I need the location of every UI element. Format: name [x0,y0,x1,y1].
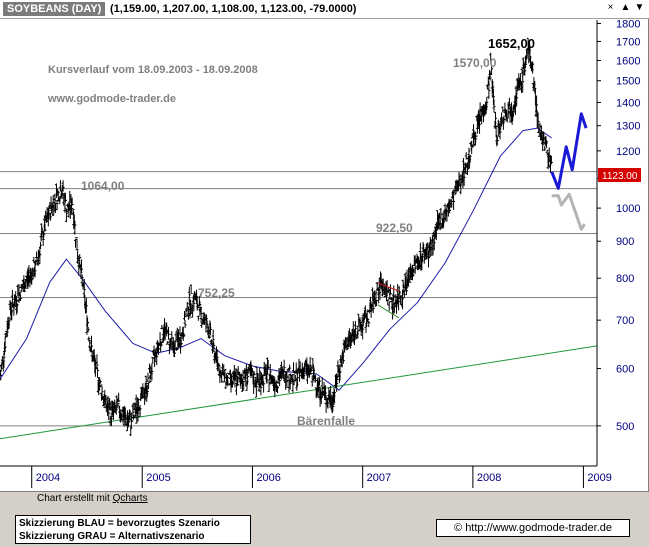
y-tick-label-1000: 1000 [616,203,640,215]
x-tick-label-2007: 2007 [367,472,391,484]
x-tick-label-2005: 2005 [146,472,170,484]
legend-gray: Skizzierung GRAU = Alternativszenario [19,531,205,542]
qcharts-link[interactable]: Qcharts [112,493,148,504]
y-tick-label-1700: 1700 [616,36,640,48]
last-price-label: 1123.00 [602,171,638,182]
ohlc-readout: (1,159.00, 1,207.00, 1,108.00, 1,123.00,… [110,3,357,15]
y-tick-label-800: 800 [616,273,634,285]
price-bars-layer [0,37,553,437]
y-tick-label-700: 700 [616,315,634,327]
y-tick-label-600: 600 [616,364,634,376]
chart-title-bar: SOYBEANS (DAY) (1,159.00, 1,207.00, 1,10… [0,0,649,19]
x-tick-label-2004: 2004 [36,472,60,484]
level-lines [0,171,597,427]
legend-blue: Skizzierung BLAU = bevorzugtes Szenario [19,518,220,529]
x-axis: 2004 2005 2006 2007 2008 2009 [31,466,612,488]
copyright-link[interactable]: © http://www.godmode-trader.de [436,519,630,537]
close-icon[interactable]: × [607,2,614,13]
period-annotation: Kursverlauf vom 18.09.2003 - 18.09.2008 [48,64,258,76]
level-922-label: 922,50 [376,221,413,235]
level-1064-label: 1064,00 [81,179,125,193]
chart-credit: Chart erstellt mit Qcharts [37,493,148,504]
blue-scenario-path [550,112,588,190]
plot-area [0,20,597,466]
x-tick-label-2006: 2006 [256,472,280,484]
symbol-label: SOYBEANS (DAY) [3,2,106,16]
level-752-label: 752,25 [198,286,235,300]
level-1570-label: 1570,00 [453,56,497,70]
price-chart: Kursverlauf vom 18.09.2003 - 18.09.2008 … [0,20,641,488]
y-tick-label-1300: 1300 [616,121,640,133]
y-tick-label-900: 900 [616,236,634,248]
y-tick-label-1200: 1200 [616,146,640,158]
y-tick-label-500: 500 [616,421,634,433]
scenario-layer [377,112,588,319]
x-tick-label-2009: 2009 [587,472,611,484]
x-tick-label-2008: 2008 [477,472,501,484]
y-tick-label-1600: 1600 [616,55,640,67]
bear-trap-label: Bärenfalle [297,414,355,428]
last-price-box [598,168,641,182]
scenario-legend: Skizzierung BLAU = bevorzugtes Szenario … [15,515,251,544]
y-axis: 5006007008009001000110012001300140015001… [597,20,640,433]
support-trendline [0,345,598,440]
y-tick-label-1500: 1500 [616,76,640,88]
gray-scenario-path [551,192,586,231]
trendline-layer [0,345,598,440]
credit-prefix: Chart erstellt mit [37,493,113,504]
wedge-upper-line [377,282,400,292]
chart-window: SOYBEANS (DAY) (1,159.00, 1,207.00, 1,10… [0,0,649,492]
scroll-up-icon[interactable]: ▲ [620,2,631,13]
y-tick-label-1800: 1800 [616,20,640,30]
website-annotation: www.godmode-trader.de [47,93,176,105]
scroll-down-icon[interactable]: ▼ [634,2,645,13]
level-1652-label: 1652,00 [488,36,535,51]
y-tick-label-1400: 1400 [616,97,640,109]
wedge-lower-line [377,304,400,319]
